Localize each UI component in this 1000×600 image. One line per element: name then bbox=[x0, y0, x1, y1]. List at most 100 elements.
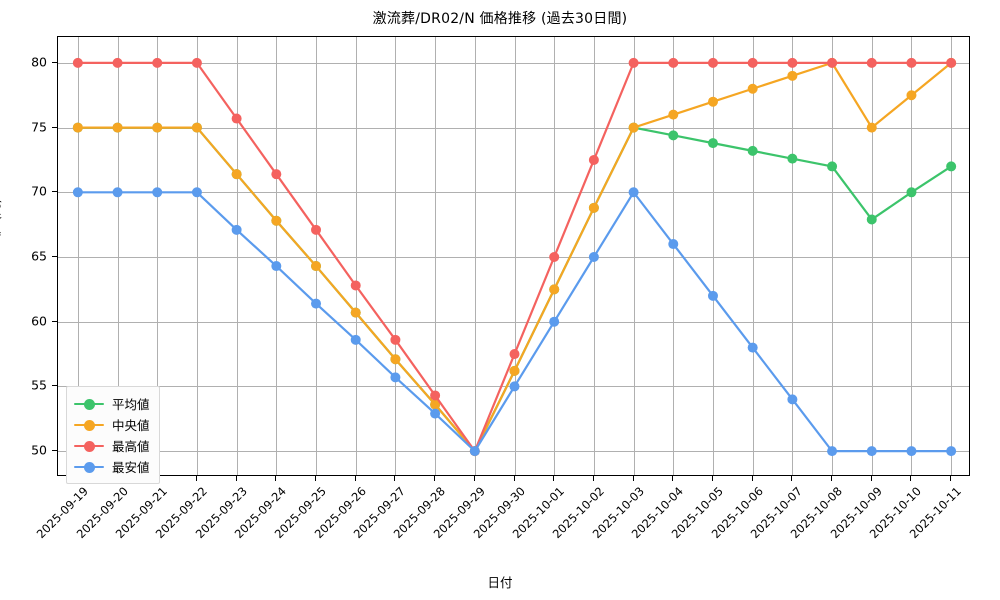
legend-label: 最高値 bbox=[112, 439, 150, 454]
data-point bbox=[787, 153, 798, 164]
grid-line-vertical-2025-09-23 bbox=[236, 37, 238, 475]
data-point bbox=[747, 57, 758, 68]
data-point bbox=[509, 381, 520, 392]
data-point bbox=[628, 57, 639, 68]
data-point bbox=[827, 161, 838, 172]
grid-line-vertical-2025-10-07 bbox=[792, 37, 794, 475]
data-point bbox=[271, 169, 282, 180]
legend-label: 平均値 bbox=[112, 397, 150, 412]
grid-line-vertical-2025-10-10 bbox=[911, 37, 913, 475]
data-point bbox=[668, 130, 679, 141]
x-tick-mark bbox=[950, 476, 952, 481]
data-point bbox=[747, 342, 758, 353]
data-point bbox=[866, 214, 877, 225]
data-point bbox=[231, 169, 242, 180]
grid-line-vertical-2025-09-22 bbox=[196, 37, 198, 475]
data-point bbox=[906, 187, 917, 198]
y-tick-label: 60 bbox=[31, 313, 47, 329]
series-最高値 bbox=[72, 57, 957, 457]
series-line-中央値 bbox=[76, 61, 953, 453]
x-tick-mark bbox=[195, 476, 197, 481]
y-tick-mark bbox=[52, 385, 57, 387]
data-point bbox=[906, 57, 917, 68]
data-point bbox=[509, 365, 520, 376]
legend-label: 中央値 bbox=[112, 418, 150, 433]
grid-line-vertical-2025-10-09 bbox=[871, 37, 873, 475]
grid-line-vertical-2025-09-19 bbox=[77, 37, 79, 475]
data-point bbox=[906, 90, 917, 101]
series-line-平均値 bbox=[76, 126, 953, 453]
data-point bbox=[430, 399, 441, 410]
grid-line-vertical-2025-10-04 bbox=[673, 37, 675, 475]
y-tick-label: 65 bbox=[31, 248, 47, 264]
data-point bbox=[707, 96, 718, 107]
data-point bbox=[72, 57, 83, 68]
series-layer bbox=[72, 57, 957, 457]
data-point bbox=[588, 154, 599, 165]
data-point bbox=[946, 161, 957, 172]
data-point bbox=[787, 70, 798, 81]
y-axis-title: 値 (円) bbox=[0, 198, 3, 238]
y-tick-mark bbox=[52, 450, 57, 452]
data-point bbox=[866, 446, 877, 457]
grid-line-vertical-2025-09-25 bbox=[316, 37, 318, 475]
data-point bbox=[946, 446, 957, 457]
data-point bbox=[787, 394, 798, 405]
data-point bbox=[112, 187, 123, 198]
y-tick-mark bbox=[52, 191, 57, 193]
data-point bbox=[866, 57, 877, 68]
data-point bbox=[549, 316, 560, 327]
series-中央値 bbox=[72, 57, 957, 457]
grid-line-horizontal-65 bbox=[58, 257, 969, 258]
grid-line-vertical-2025-09-26 bbox=[355, 37, 357, 475]
x-tick-mark bbox=[672, 476, 674, 481]
data-point bbox=[390, 354, 401, 365]
data-point bbox=[231, 224, 242, 235]
x-tick-mark bbox=[632, 476, 634, 481]
y-tick-mark bbox=[52, 256, 57, 257]
data-point bbox=[72, 187, 83, 198]
chart-legend: 平均値中央値最高値最安値 bbox=[66, 386, 160, 484]
grid-line-vertical-2025-09-28 bbox=[435, 37, 437, 475]
data-point bbox=[509, 349, 520, 360]
grid-line-vertical-2025-09-24 bbox=[276, 37, 278, 475]
data-point bbox=[668, 239, 679, 250]
data-point bbox=[827, 57, 838, 68]
grid-line-vertical-2025-09-27 bbox=[395, 37, 397, 475]
data-point bbox=[152, 57, 163, 68]
data-point bbox=[350, 280, 361, 291]
series-平均値 bbox=[72, 122, 957, 457]
grid-line-vertical-2025-10-03 bbox=[633, 37, 635, 475]
legend-swatch-icon bbox=[74, 439, 104, 453]
data-point bbox=[866, 122, 877, 133]
data-point bbox=[231, 113, 242, 124]
data-point bbox=[747, 145, 758, 156]
y-tick-label: 50 bbox=[31, 442, 47, 458]
x-tick-mark bbox=[235, 476, 237, 481]
grid-line-horizontal-60 bbox=[58, 321, 969, 323]
data-point bbox=[707, 57, 718, 68]
legend-item-最高値[interactable]: 最高値 bbox=[74, 435, 150, 456]
grid-line-horizontal-80 bbox=[58, 62, 969, 64]
series-line-最高値 bbox=[76, 61, 953, 453]
y-tick-label: 75 bbox=[31, 119, 47, 135]
x-tick-mark bbox=[473, 476, 475, 481]
data-point bbox=[430, 390, 441, 401]
grid-line-vertical-2025-10-05 bbox=[712, 37, 714, 475]
y-tick-label: 55 bbox=[31, 377, 47, 393]
grid-line-vertical-2025-09-30 bbox=[514, 37, 516, 475]
grid-line-vertical-2025-10-06 bbox=[752, 37, 754, 475]
legend-item-中央値[interactable]: 中央値 bbox=[74, 414, 150, 435]
data-point bbox=[549, 284, 560, 295]
legend-item-最安値[interactable]: 最安値 bbox=[74, 456, 150, 477]
data-point bbox=[707, 138, 718, 149]
data-point bbox=[271, 215, 282, 226]
x-tick-mark bbox=[751, 476, 753, 481]
data-point bbox=[350, 307, 361, 318]
y-tick-label: 70 bbox=[31, 183, 47, 199]
legend-item-平均値[interactable]: 平均値 bbox=[74, 393, 150, 414]
grid-line-horizontal-75 bbox=[58, 127, 969, 129]
data-point bbox=[152, 187, 163, 198]
y-tick-mark bbox=[52, 126, 57, 128]
